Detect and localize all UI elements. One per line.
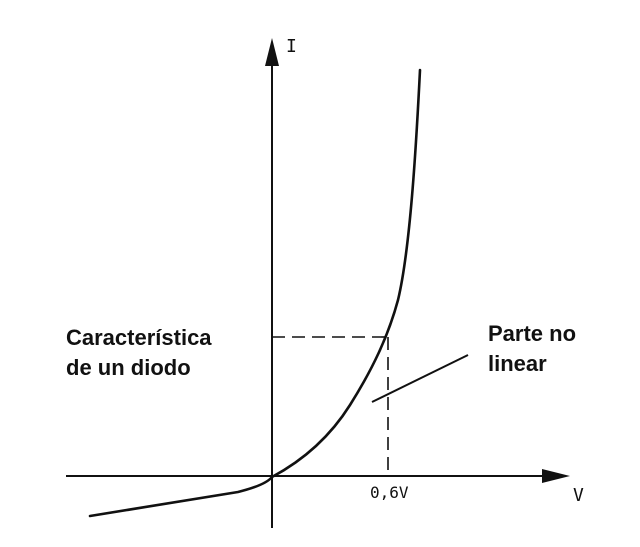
knee-voltage-label: 0,6V <box>370 483 409 502</box>
callout-pointer-line <box>371 354 469 403</box>
diode-iv-curve <box>88 68 422 518</box>
diagram-title-line-1: Característica <box>66 325 212 350</box>
diagram-title-line-2: de un diodo <box>66 355 191 380</box>
x-axis-label: V <box>573 485 584 506</box>
callout-label-line-1: Parte no <box>488 321 577 346</box>
x-axis-arrowhead <box>542 469 570 483</box>
y-axis-arrowhead <box>265 38 279 66</box>
callout-label-line-2: linear <box>488 351 547 376</box>
y-axis-label: I <box>286 36 297 57</box>
